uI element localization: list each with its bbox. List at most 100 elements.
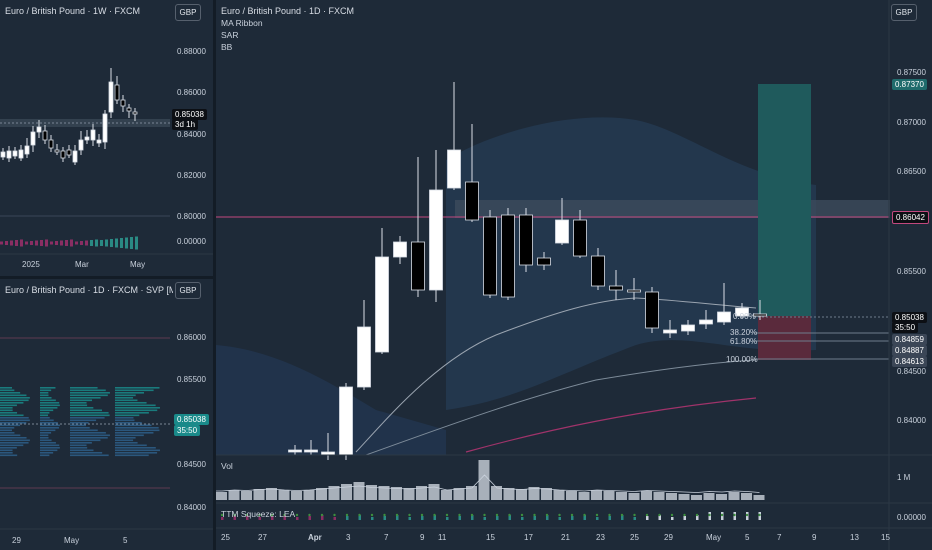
profile-bar <box>40 412 50 414</box>
squeeze-bar <box>683 516 686 520</box>
candle <box>102 113 108 143</box>
squeeze-bar <box>233 516 236 520</box>
candle <box>429 189 443 291</box>
profile-bar <box>70 444 87 447</box>
squeeze-dot <box>320 513 324 517</box>
candle <box>465 181 479 221</box>
squeeze-dot <box>395 513 399 517</box>
candle <box>663 329 677 334</box>
squeeze-bar <box>533 516 536 520</box>
squeeze-label: TTM Squeeze: LEA <box>221 509 296 519</box>
squeeze-dot <box>220 513 224 517</box>
squeeze-dot <box>533 513 536 517</box>
weekly-currency-button[interactable]: GBP <box>175 4 201 21</box>
profile-bar <box>40 422 58 424</box>
squeeze-bar <box>396 515 399 520</box>
histogram-bar <box>55 241 58 245</box>
profile-bar <box>0 387 12 389</box>
candle <box>288 449 302 453</box>
svp-currency-button[interactable]: GBP <box>175 282 201 299</box>
squeeze-dot <box>258 513 261 517</box>
squeeze-bar <box>271 516 274 520</box>
panel-divider-vertical[interactable] <box>213 0 216 550</box>
squeeze-bar <box>583 515 586 520</box>
squeeze-bar <box>671 517 674 520</box>
y-tick: 0.84000 <box>897 416 926 425</box>
histogram-bar <box>65 240 68 246</box>
x-tick: May <box>130 260 146 269</box>
main-chart-panel[interactable]: Euro / British Pound · 1D · FXCM MA Ribb… <box>216 0 932 550</box>
profile-bar <box>40 417 50 419</box>
candle <box>501 214 515 298</box>
volume-bar <box>528 487 540 500</box>
profile-bar <box>70 452 103 454</box>
profile-bar <box>0 442 29 444</box>
x-tick: May <box>64 536 80 545</box>
weekly-price-tag: 0.85038 <box>172 109 207 120</box>
squeeze-dot <box>745 513 749 517</box>
profile-bar <box>115 432 154 434</box>
volume-bar <box>303 490 315 500</box>
histogram-bar <box>95 239 98 247</box>
squeeze-bar <box>321 515 324 520</box>
squeeze-bar <box>346 516 349 520</box>
squeeze-dot <box>545 513 549 517</box>
y-tick: 0.84500 <box>897 367 926 376</box>
profile-bar <box>70 387 98 389</box>
candle <box>120 99 126 107</box>
indicator-bb[interactable]: BB <box>221 42 233 52</box>
profile-bar <box>40 394 49 397</box>
x-tick: 29 <box>664 533 673 542</box>
candle <box>42 130 48 141</box>
squeeze-bar <box>558 517 561 520</box>
fib-label: 0.00% <box>733 312 756 321</box>
profile-bar <box>115 387 160 389</box>
profile-bar <box>40 434 49 437</box>
histogram-bar <box>120 238 123 248</box>
y-tick: 0.84000 <box>177 503 206 512</box>
squeeze-dot <box>458 513 461 517</box>
histogram-bar <box>20 239 23 247</box>
svp-chart-canvas <box>0 337 213 530</box>
svp-chart-panel[interactable]: Euro / British Pound · 1D · FXCM · SVP [… <box>0 279 213 550</box>
squeeze-bar <box>421 516 424 520</box>
profile-bar <box>70 419 97 422</box>
candle <box>18 149 24 159</box>
panel-divider-horizontal[interactable] <box>0 276 213 279</box>
profile-bar <box>70 412 109 414</box>
profile-bar <box>115 404 156 407</box>
x-tick: 23 <box>596 533 605 542</box>
volume-bar <box>216 492 227 500</box>
volume-bar <box>416 486 427 500</box>
squeeze-dot <box>558 513 561 517</box>
main-currency-button[interactable]: GBP <box>891 4 917 21</box>
profile-bar <box>70 404 88 407</box>
histogram-bar <box>60 240 63 246</box>
candle <box>537 257 551 266</box>
weekly-chart-panel[interactable]: Euro / British Pound · 1W · FXCM GBP 0.8… <box>0 0 213 276</box>
profile-bar <box>115 422 142 424</box>
candle <box>0 151 6 158</box>
x-tick: 13 <box>850 533 859 542</box>
profile-bar <box>40 404 60 407</box>
volume-bar <box>503 488 515 500</box>
candle <box>66 149 72 156</box>
indicator-ma-ribbon[interactable]: MA Ribbon <box>221 18 263 28</box>
profile-bar <box>0 429 13 432</box>
x-tick: 9 <box>812 533 817 542</box>
squeeze-bar <box>358 515 361 520</box>
profile-bar <box>115 394 136 397</box>
candle <box>519 214 533 266</box>
profile-bar <box>0 424 21 427</box>
squeeze-dot <box>733 513 736 517</box>
profile-bar <box>0 437 27 439</box>
indicator-sar[interactable]: SAR <box>221 30 239 40</box>
candle <box>48 139 54 149</box>
profile-bar <box>0 397 30 399</box>
volume-bar <box>678 494 690 500</box>
candle <box>96 139 102 144</box>
profile-bar <box>115 429 160 432</box>
x-tick: 7 <box>777 533 782 542</box>
candle <box>339 386 353 456</box>
y-tick: 0.84000 <box>177 130 206 139</box>
